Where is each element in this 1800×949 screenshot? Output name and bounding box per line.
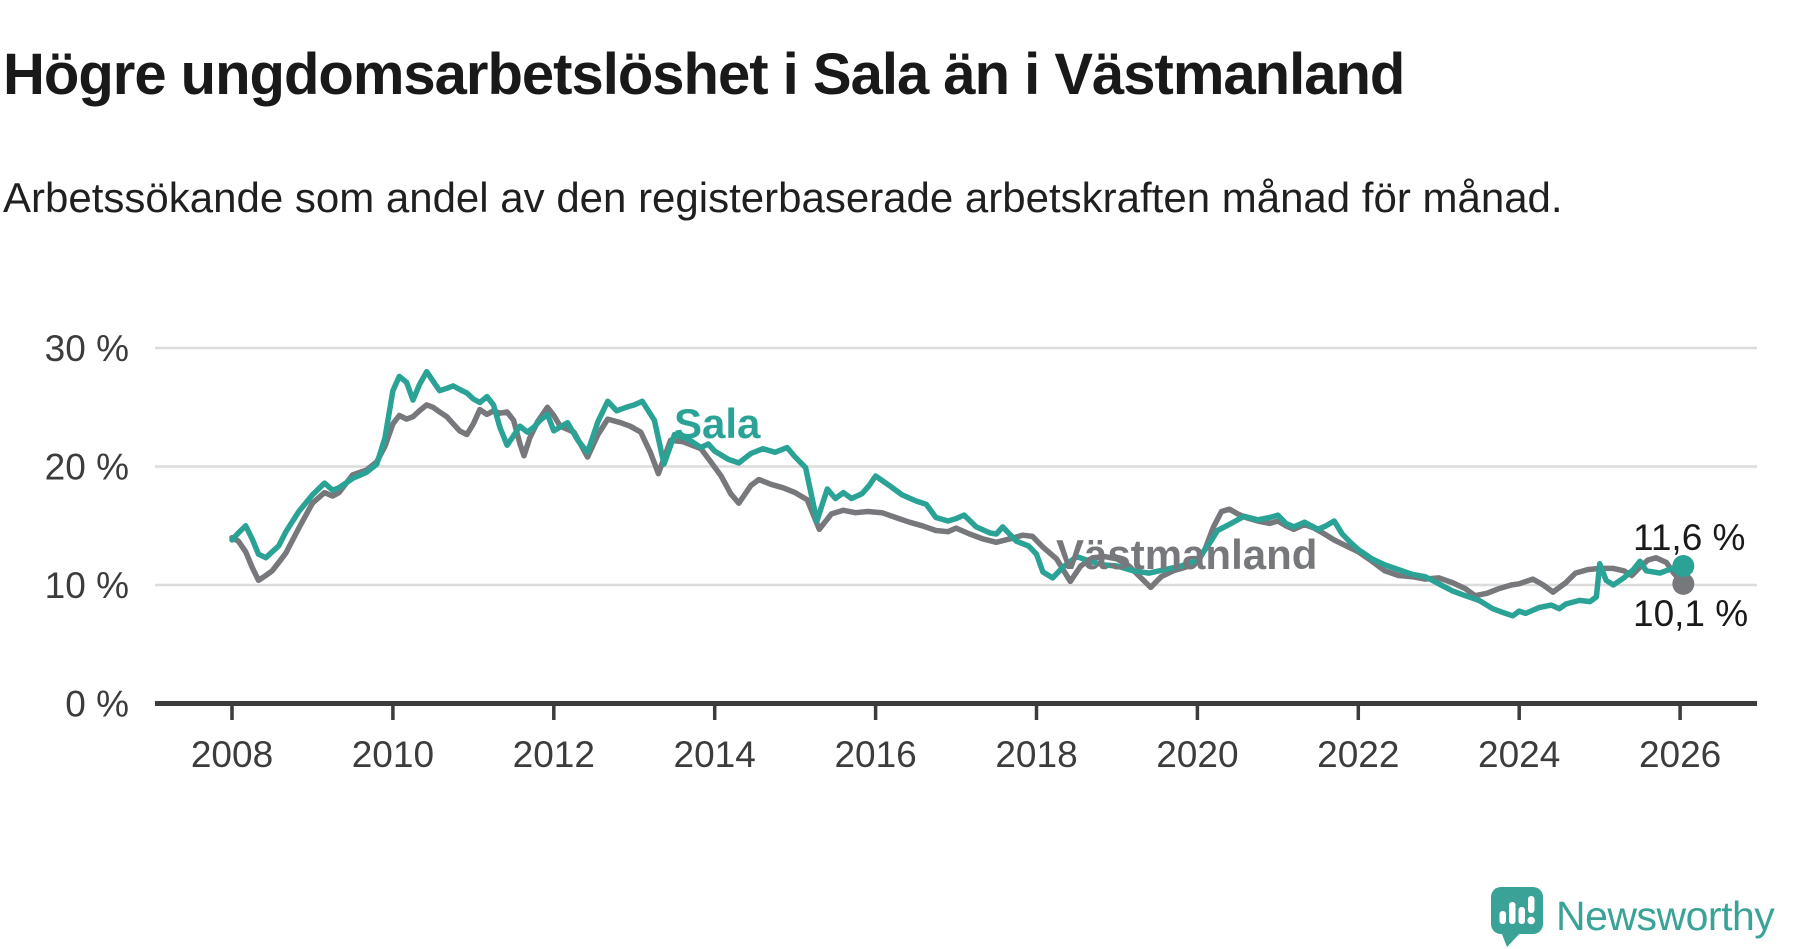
- series-line-sala: [229, 368, 1687, 619]
- x-tick-label-2012: 2012: [513, 734, 595, 775]
- x-tick-label-2022: 2022: [1317, 734, 1399, 775]
- series-label-vastmanland: Västmanland: [1056, 531, 1318, 578]
- x-tick-label-2018: 2018: [995, 734, 1077, 775]
- y-tick-label-0: 0 %: [65, 684, 129, 725]
- logo-bubble-tail: [1500, 929, 1524, 947]
- y-tick-label-20: 20 %: [45, 447, 129, 488]
- logo-bar-2: [1509, 902, 1516, 924]
- x-tick-label-2014: 2014: [674, 734, 756, 775]
- y-tick-label-10: 10 %: [45, 565, 129, 606]
- logo-bar-3: [1518, 907, 1525, 924]
- newsworthy-logo-icon: [1491, 887, 1543, 947]
- x-tick-label-2024: 2024: [1478, 734, 1560, 775]
- series-label-sala: Sala: [674, 400, 761, 447]
- page-title: Högre ungdomsarbetslöshet i Sala än i Vä…: [3, 41, 1405, 107]
- series-endpoint-västmanland: [1672, 572, 1695, 595]
- end-value-label-sala: 11,6 %: [1633, 517, 1746, 558]
- logo-bar-1: [1499, 911, 1506, 924]
- y-tick-label-30: 30 %: [45, 328, 129, 369]
- x-tick-label-2020: 2020: [1156, 734, 1238, 775]
- chart-subtitle: Arbetssökande som andel av den registerb…: [3, 174, 1563, 221]
- x-tick-label-2008: 2008: [191, 734, 273, 775]
- logo-bubble-shape: [1491, 887, 1543, 934]
- end-value-label-vastmanland: 10,1 %: [1633, 593, 1749, 634]
- x-tick-label-2010: 2010: [352, 734, 434, 775]
- x-tick-label-2026: 2026: [1639, 734, 1721, 775]
- newsworthy-brand-text: Newsworthy: [1556, 893, 1775, 939]
- x-tick-label-2016: 2016: [834, 734, 916, 775]
- logo-exclamation-dot: [1527, 916, 1535, 925]
- logo-exclamation-bar: [1528, 896, 1535, 913]
- series-endpoint-sala: [1672, 555, 1695, 578]
- series-line-västmanland: [229, 402, 1687, 599]
